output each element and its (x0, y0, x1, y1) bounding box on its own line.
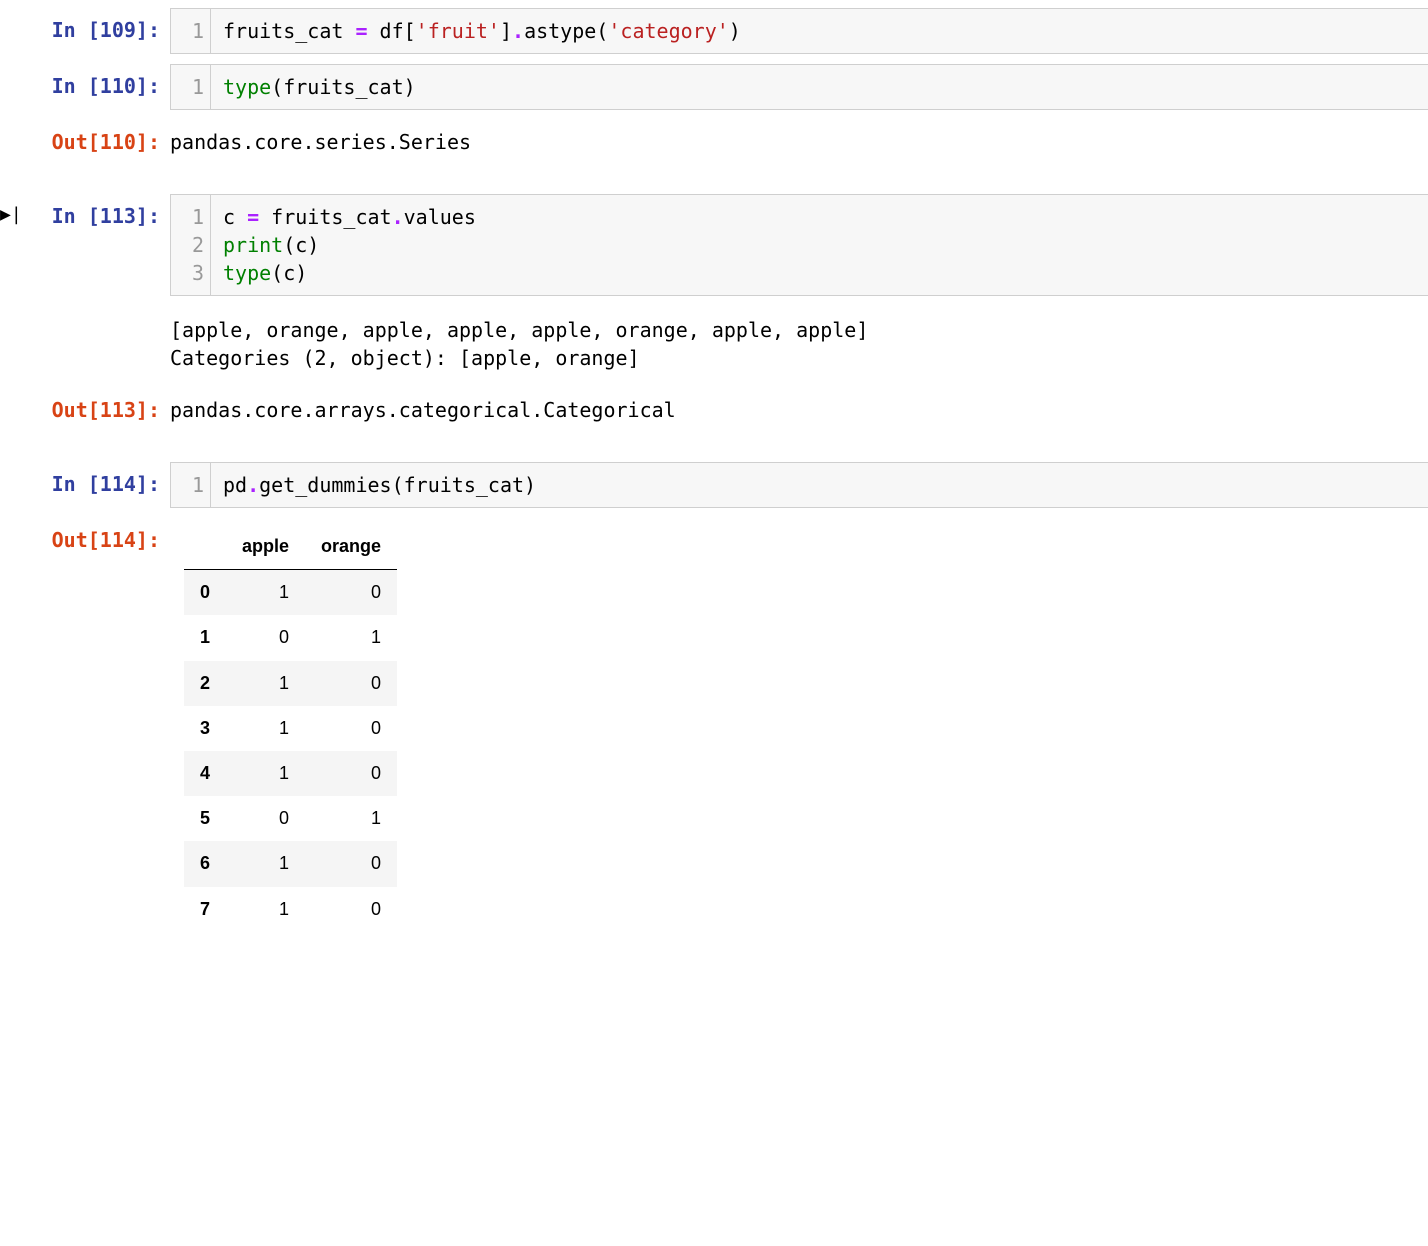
cell-value: 0 (226, 796, 305, 841)
cell-value: 0 (226, 615, 305, 660)
code-body: 1 pd.get_dummies(fruits_cat) (170, 462, 1428, 508)
code-text[interactable]: type(fruits_cat) (211, 65, 428, 109)
dataframe-output: apple orange 0 1 0 1 0 1 (170, 518, 1428, 932)
input-prompt: In [109]: (0, 8, 170, 54)
out-label: Out[113]: (52, 398, 160, 422)
cell-value: 1 (226, 706, 305, 751)
input-prompt: In [110]: (0, 64, 170, 110)
cell-value: 0 (305, 887, 397, 932)
output-cell: Out[114]: apple orange 0 1 0 (0, 518, 1428, 932)
line-gutter: 1 (171, 9, 211, 53)
row-index: 4 (184, 751, 226, 796)
code-body: 1 2 3 c = fruits_cat.values print(c) typ… (170, 194, 1428, 296)
out-label: Out[110]: (52, 130, 160, 154)
code-cell: In [114]: 1 pd.get_dummies(fruits_cat) (0, 462, 1428, 508)
code-editor[interactable]: 1 fruits_cat = df['fruit'].astype('categ… (170, 8, 1428, 54)
in-label: In [113]: (52, 204, 160, 228)
table-header-row: apple orange (184, 524, 397, 570)
code-editor[interactable]: 1 2 3 c = fruits_cat.values print(c) typ… (170, 194, 1428, 296)
out-result: pandas.core.series.Series (170, 120, 1428, 160)
empty-prompt (0, 306, 170, 378)
output-body: pandas.core.arrays.categorical.Categoric… (170, 388, 1428, 428)
code-text[interactable]: pd.get_dummies(fruits_cat) (211, 463, 548, 507)
line-number: 1 (177, 471, 204, 499)
stdout-text: [apple, orange, apple, apple, apple, ora… (170, 306, 1428, 378)
output-body: pandas.core.series.Series (170, 120, 1428, 160)
line-gutter: 1 2 3 (171, 195, 211, 295)
code-editor[interactable]: 1 type(fruits_cat) (170, 64, 1428, 110)
cell-value: 0 (305, 570, 397, 616)
code-text[interactable]: c = fruits_cat.values print(c) type(c) (211, 195, 488, 295)
cell-value: 1 (226, 661, 305, 706)
table-row: 2 1 0 (184, 661, 397, 706)
row-index: 6 (184, 841, 226, 886)
line-gutter: 1 (171, 65, 211, 109)
code-cell: In [110]: 1 type(fruits_cat) (0, 64, 1428, 110)
in-label: In [109]: (52, 18, 160, 42)
code-editor[interactable]: 1 pd.get_dummies(fruits_cat) (170, 462, 1428, 508)
cell-value: 1 (226, 841, 305, 886)
table-row: 7 1 0 (184, 887, 397, 932)
line-number: 3 (177, 259, 204, 287)
line-number: 1 (177, 73, 204, 101)
cell-value: 0 (305, 661, 397, 706)
line-number: 2 (177, 231, 204, 259)
table-row: 3 1 0 (184, 706, 397, 751)
dataframe-table: apple orange 0 1 0 1 0 1 (184, 524, 397, 932)
output-cell: Out[110]: pandas.core.series.Series (0, 120, 1428, 160)
out-result: pandas.core.arrays.categorical.Categoric… (170, 388, 1428, 428)
row-index: 2 (184, 661, 226, 706)
table-row: 5 0 1 (184, 796, 397, 841)
output-prompt: Out[113]: (0, 388, 170, 428)
cell-value: 0 (305, 841, 397, 886)
cell-value: 1 (226, 751, 305, 796)
table-row: 6 1 0 (184, 841, 397, 886)
output-body: apple orange 0 1 0 1 0 1 (170, 518, 1428, 932)
in-label: In [114]: (52, 472, 160, 496)
row-index: 5 (184, 796, 226, 841)
code-cell: ▶| In [113]: 1 2 3 c = fruits_cat.values… (0, 194, 1428, 296)
table-row: 4 1 0 (184, 751, 397, 796)
output-cell: Out[113]: pandas.core.arrays.categorical… (0, 388, 1428, 428)
column-header: apple (226, 524, 305, 570)
code-text[interactable]: fruits_cat = df['fruit'].astype('categor… (211, 9, 753, 53)
code-cell: In [109]: 1 fruits_cat = df['fruit'].ast… (0, 8, 1428, 54)
code-body: 1 type(fruits_cat) (170, 64, 1428, 110)
cell-value: 1 (305, 796, 397, 841)
index-header (184, 524, 226, 570)
input-prompt: ▶| In [113]: (0, 194, 170, 296)
output-prompt: Out[114]: (0, 518, 170, 932)
row-index: 1 (184, 615, 226, 660)
table-row: 0 1 0 (184, 570, 397, 616)
code-body: 1 fruits_cat = df['fruit'].astype('categ… (170, 8, 1428, 54)
cell-value: 1 (305, 615, 397, 660)
in-label: In [110]: (52, 74, 160, 98)
line-number: 1 (177, 203, 204, 231)
line-gutter: 1 (171, 463, 211, 507)
stdout-cell: [apple, orange, apple, apple, apple, ora… (0, 306, 1428, 378)
cell-value: 1 (226, 887, 305, 932)
input-prompt: In [114]: (0, 462, 170, 508)
line-number: 1 (177, 17, 204, 45)
row-index: 3 (184, 706, 226, 751)
output-prompt: Out[110]: (0, 120, 170, 160)
cell-value: 0 (305, 706, 397, 751)
row-index: 0 (184, 570, 226, 616)
cell-value: 1 (226, 570, 305, 616)
run-indicator-icon: ▶| (0, 202, 22, 227)
column-header: orange (305, 524, 397, 570)
stdout-body: [apple, orange, apple, apple, apple, ora… (170, 306, 1428, 378)
row-index: 7 (184, 887, 226, 932)
cell-value: 0 (305, 751, 397, 796)
out-label: Out[114]: (52, 528, 160, 552)
table-row: 1 0 1 (184, 615, 397, 660)
